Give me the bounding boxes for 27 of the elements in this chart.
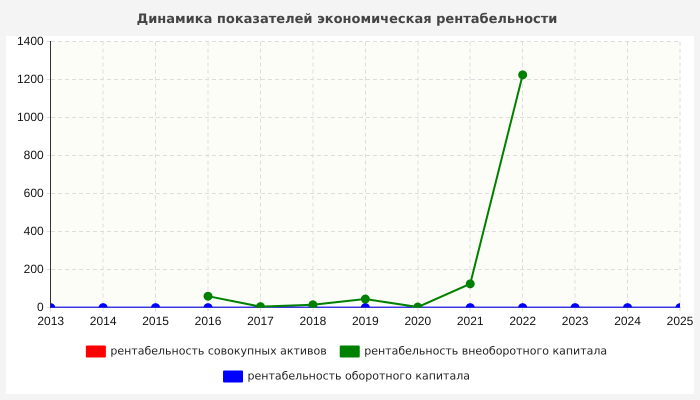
x-tick-label: 2013: [37, 314, 64, 328]
y-tick-label: 1400: [16, 34, 44, 48]
y-tick-label: 400: [24, 224, 44, 238]
x-tick-label: 2016: [194, 314, 222, 328]
y-tick-label: 1200: [16, 72, 44, 86]
y-tick-label: 0: [37, 300, 44, 314]
legend-label: рентабельность совокупных активов: [110, 344, 327, 358]
x-tick-label: 2017: [247, 314, 274, 328]
point: [518, 70, 528, 80]
legend-label: рентабельность внеоборотного капитала: [364, 344, 608, 358]
x-tick-label: 2018: [300, 314, 327, 328]
x-tick-label: 2015: [142, 314, 170, 328]
y-tick-label: 600: [24, 186, 44, 200]
y-tick-label: 800: [24, 148, 44, 162]
x-tick-label: 2024: [614, 314, 642, 328]
legend-label: рентабельность оборотного капитала: [248, 369, 470, 382]
x-tick-label: 2020: [404, 314, 432, 328]
x-tick-label: 2023: [562, 314, 589, 328]
x-tick-label: 2021: [456, 314, 484, 328]
x-tick-label: 2019: [352, 314, 380, 328]
x-tick-label: 2022: [509, 314, 536, 328]
point: [308, 300, 318, 308]
y-tick-label: 200: [24, 262, 44, 276]
y-tick-label: 1000: [16, 110, 44, 124]
chart-title: Динамика показателей экономическая рентабельности: [136, 12, 558, 28]
x-tick-label: 2014: [90, 314, 117, 328]
x-tick-label: 2025: [666, 314, 694, 328]
